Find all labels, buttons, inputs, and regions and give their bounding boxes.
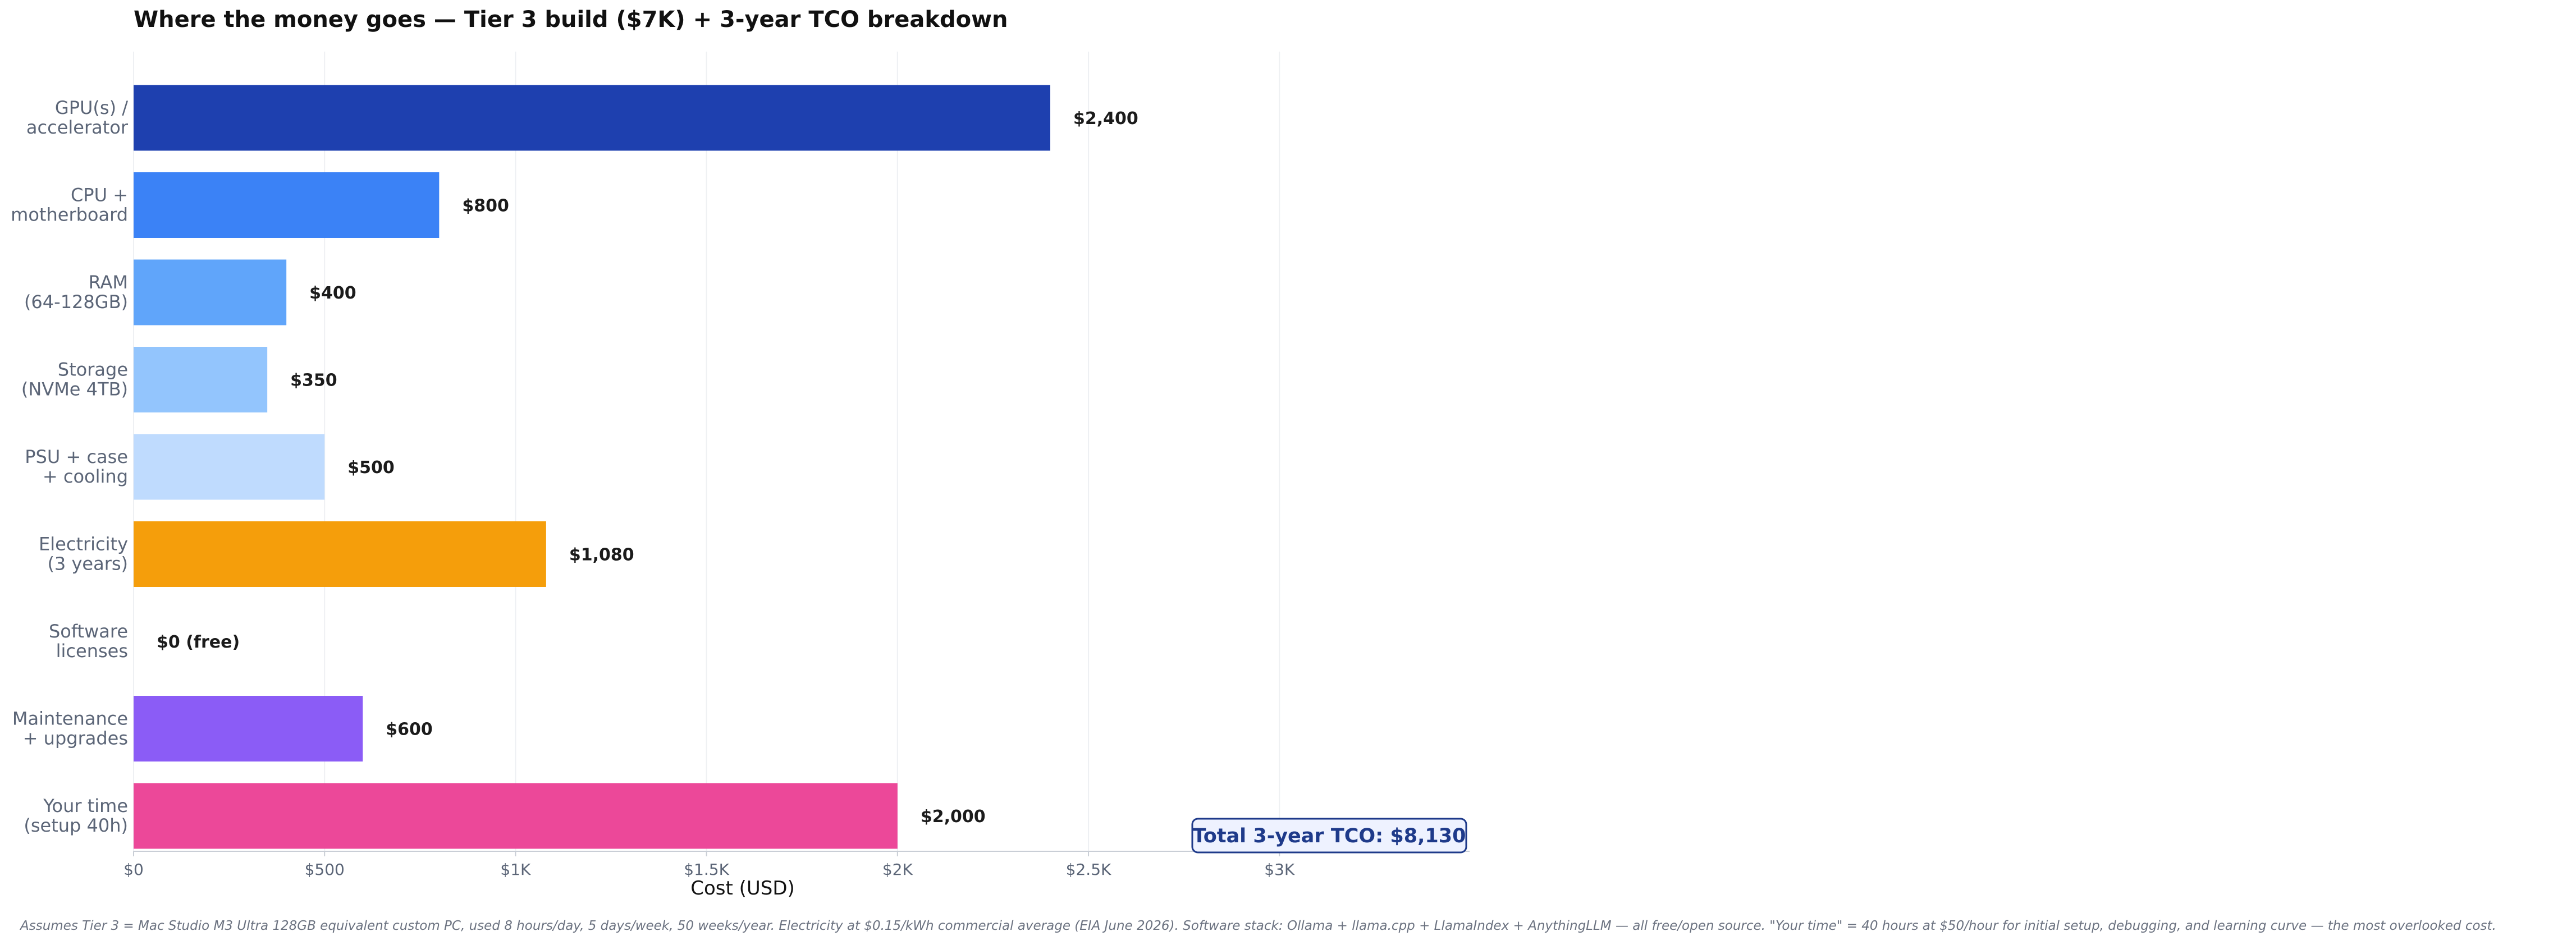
annotation-box bbox=[1191, 818, 1467, 854]
category-label: Electricity (3 years) bbox=[39, 534, 128, 575]
bar-value-label: $800 bbox=[462, 196, 509, 216]
x-tick-label: $2K bbox=[882, 860, 913, 879]
category-label: GPU(s) / accelerator bbox=[26, 97, 129, 138]
bar-value-label: $350 bbox=[290, 371, 337, 391]
value-labels: $2,400 $800 $400 $350 $500 $1,080 $0 (free) $60… bbox=[157, 109, 1138, 827]
x-axis-label: Cost (USD) bbox=[690, 877, 795, 900]
category-label: PSU + case + cooling bbox=[25, 446, 128, 487]
x-tick-label: $1K bbox=[500, 860, 531, 879]
bar-value-label: $1,080 bbox=[569, 545, 634, 565]
total-tco-annotation: Total 3-year TCO: $8,130 bbox=[1191, 818, 1467, 854]
bar-value-label: $0 (free) bbox=[157, 632, 240, 652]
bar-value-label: $400 bbox=[309, 283, 356, 303]
bar bbox=[134, 347, 268, 412]
x-tick-label: $1.5K bbox=[684, 860, 729, 879]
category-labels: GPU(s) / accelerator CPU + motherboard RAM (6… bbox=[11, 97, 129, 836]
x-tick-label: $2.5K bbox=[1066, 860, 1111, 879]
bar-value-label: $500 bbox=[347, 458, 395, 478]
bar-value-label: $2,400 bbox=[1073, 109, 1138, 129]
annotation-text: Total 3-year TCO: $8,130 bbox=[1193, 825, 1466, 847]
bar-group bbox=[134, 85, 1050, 849]
bar bbox=[134, 259, 287, 325]
x-axis-ticks: $0 $500 $1K $1.5K $2K $2.5K $3K bbox=[123, 851, 1295, 879]
category-label: CPU + motherboard bbox=[11, 185, 128, 226]
category-label: Your time (setup 40h) bbox=[24, 795, 128, 836]
bar-value-label: $600 bbox=[386, 720, 433, 740]
x-tick-label: $500 bbox=[305, 860, 345, 879]
category-label: Software licenses bbox=[49, 621, 128, 662]
bar bbox=[134, 696, 363, 761]
x-tick-label: $0 bbox=[123, 860, 144, 879]
bar bbox=[134, 521, 546, 587]
bar bbox=[134, 434, 325, 500]
bar-value-label: $2,000 bbox=[921, 807, 986, 827]
category-label: Storage (NVMe 4TB) bbox=[21, 359, 128, 400]
bar bbox=[134, 85, 1050, 151]
bar bbox=[134, 172, 440, 238]
chart-title: Where the money goes — Tier 3 build ($7K… bbox=[134, 7, 1008, 33]
bar bbox=[134, 783, 898, 849]
category-label: RAM (64-128GB) bbox=[24, 272, 128, 313]
footnote: Assumes Tier 3 = Mac Studio M3 Ultra 128… bbox=[19, 919, 2496, 933]
category-label: Maintenance + upgrades bbox=[12, 708, 128, 749]
x-tick-label: $3K bbox=[1264, 860, 1295, 879]
